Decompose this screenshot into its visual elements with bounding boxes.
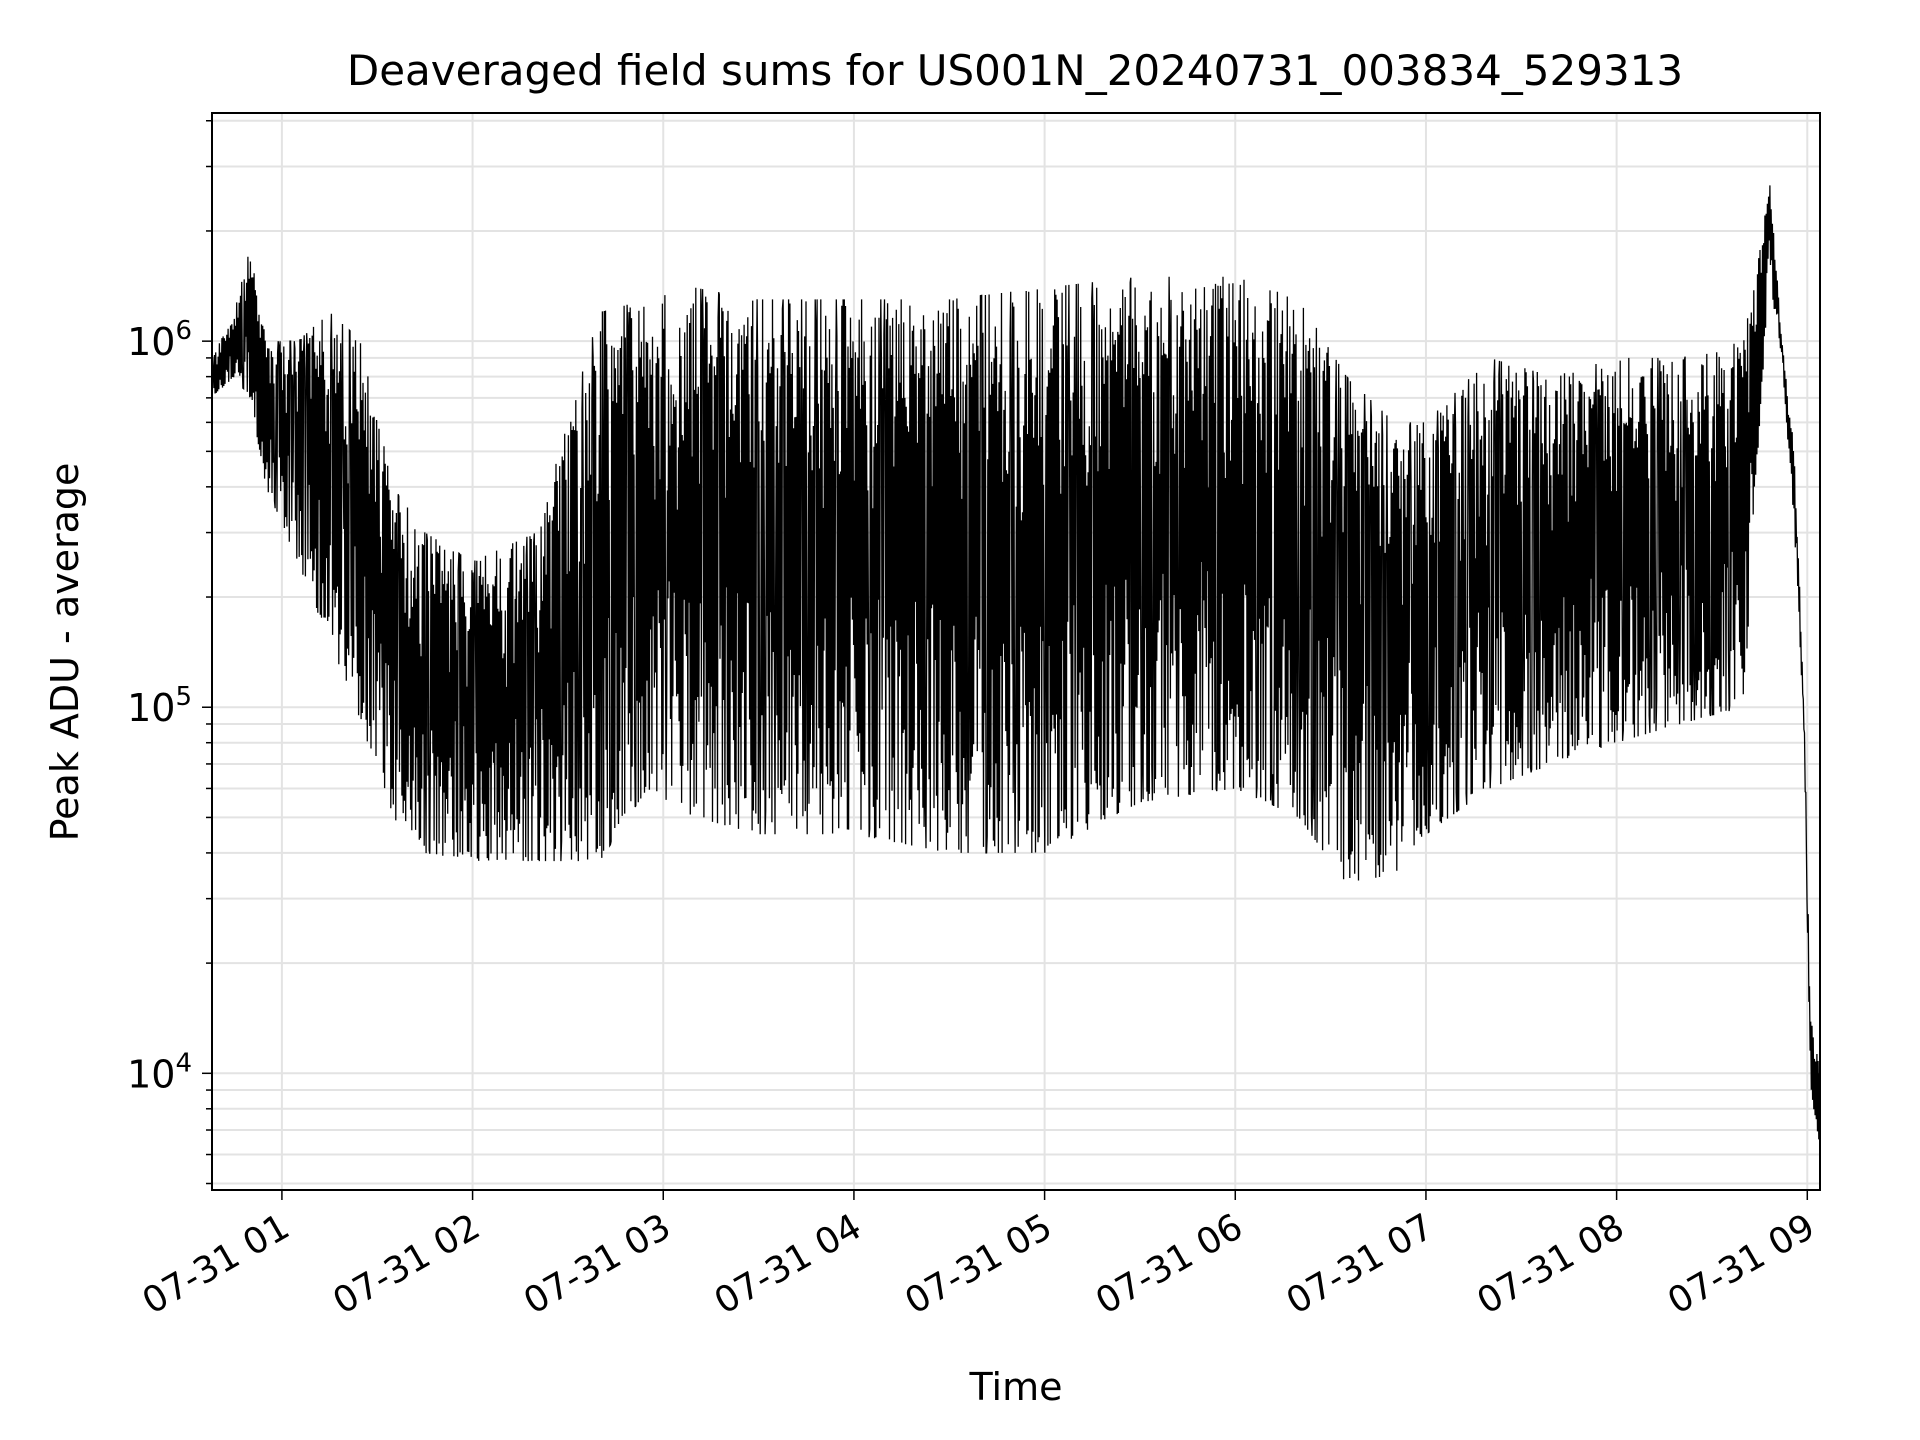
x-tick-label: 07-31 07 — [1280, 1206, 1441, 1322]
x-tick-label: 07-31 01 — [136, 1206, 297, 1322]
x-tick-label: 07-31 03 — [517, 1206, 678, 1322]
y-tick-label: 104 — [127, 1048, 192, 1096]
x-tick-label: 07-31 06 — [1089, 1206, 1250, 1322]
plot-frame — [211, 112, 1821, 1191]
x-tick-label: 07-31 02 — [326, 1206, 487, 1322]
y-tick-label: 106 — [127, 316, 192, 364]
series-line — [211, 185, 1821, 1140]
y-axis: 104 105 106 — [127, 120, 212, 1185]
x-tick-label: 07-31 04 — [708, 1206, 869, 1322]
y-axis-label: Peak ADU - average — [43, 463, 87, 842]
chart-title: Deaveraged field sums for US001N_2024073… — [347, 46, 1683, 95]
data-series — [211, 185, 1821, 1140]
x-axis: 07-31 01 07-31 02 07-31 03 07-31 04 07-31 05… — [136, 1190, 1822, 1323]
x-tick-label: 07-31 09 — [1661, 1206, 1822, 1322]
x-axis-label: Time — [969, 1365, 1063, 1409]
x-tick-label: 07-31 08 — [1470, 1206, 1631, 1322]
y-tick-label: 105 — [127, 682, 192, 730]
x-tick-label: 07-31 05 — [898, 1206, 1059, 1322]
